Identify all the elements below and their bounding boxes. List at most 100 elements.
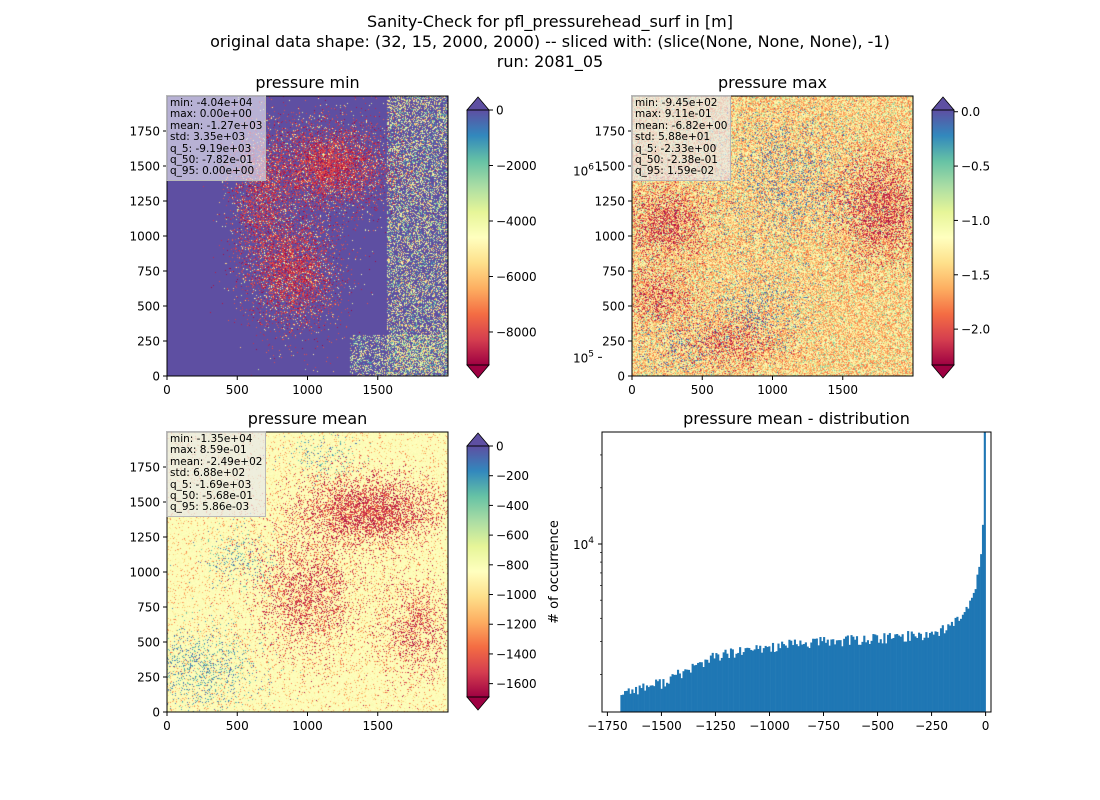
histogram-bar <box>644 690 647 712</box>
colorbar-tick-label: −1.5 <box>961 268 990 282</box>
histogram-bar <box>826 639 829 712</box>
stats-line: min: -4.04e+04 <box>170 97 253 109</box>
histogram-bar <box>660 688 663 712</box>
histogram-bar <box>925 632 928 712</box>
y-tick-label: 750 <box>137 601 160 615</box>
histogram-bar <box>980 554 983 712</box>
histogram-bar <box>961 614 964 712</box>
stats-line: q_50: -7.82e-01 <box>170 154 253 167</box>
colorbar-tick-label: −800 <box>496 558 529 572</box>
colorbar-tick-label: −600 <box>496 529 529 543</box>
histogram-bar <box>781 641 784 712</box>
stats-line: mean: -1.27e+03 <box>170 119 263 132</box>
histogram-bar <box>885 643 888 712</box>
y-tick-label: 1500 <box>129 160 160 174</box>
stats-line: min: -1.35e+04 <box>170 433 253 445</box>
histogram-bar <box>695 664 698 712</box>
x-tick-label: −1500 <box>641 719 682 733</box>
y-tick-label: 250 <box>137 335 160 349</box>
histogram-bar <box>700 662 703 712</box>
colorbar-tick-label: −2.0 <box>961 323 990 337</box>
histogram-bar <box>823 637 826 712</box>
histogram-bar <box>697 662 700 712</box>
colorbar-tick-label: 0 <box>496 440 504 454</box>
histogram-bar <box>861 641 864 712</box>
colorbar-extend-min <box>466 696 490 711</box>
stats-line: std: 5.88e+01 <box>635 131 711 144</box>
histogram-bar <box>620 695 623 712</box>
histogram-bar <box>938 635 941 712</box>
histogram-bar <box>970 597 974 712</box>
suptitle-line-2: original data shape: (32, 15, 2000, 2000… <box>210 32 890 51</box>
histogram-bar <box>793 639 796 712</box>
y-tick-label: 105 <box>573 349 594 365</box>
histogram-bar <box>912 633 915 712</box>
histogram-bar <box>888 633 891 712</box>
stats-box-pressure-mean: min: -1.35e+04 max: 8.59e-01 mean: -2.49e+… <box>166 431 267 517</box>
histogram-bar <box>908 640 912 712</box>
histogram-bar <box>945 630 948 712</box>
histogram-bar <box>905 641 908 712</box>
histogram-bar <box>724 649 727 712</box>
colorbar-extend-min <box>466 364 490 379</box>
histogram-bar <box>947 624 950 712</box>
colorbar-tick-label: −1.0 <box>961 214 990 228</box>
histogram-bar <box>638 685 641 712</box>
histogram-bar <box>832 639 835 712</box>
histogram-bar <box>812 638 815 712</box>
histogram-bar <box>718 660 722 712</box>
histogram-bar <box>788 639 791 712</box>
colorbar-frame <box>466 445 490 698</box>
histogram-bar <box>795 644 798 712</box>
histogram-bar <box>876 635 879 712</box>
suptitle-line-3: run: 2081_05 <box>496 52 604 71</box>
histogram-bar <box>972 592 975 712</box>
panel-title: pressure min <box>255 73 359 92</box>
colorbar-extend-max <box>466 432 490 447</box>
histogram-bar <box>976 574 979 712</box>
x-tick-label: −750 <box>807 719 840 733</box>
histogram-bar <box>960 618 963 712</box>
y-tick-label: 1500 <box>594 160 625 174</box>
histogram-bar <box>881 643 884 712</box>
x-tick-label: −1000 <box>749 719 790 733</box>
y-tick-label: 1750 <box>129 125 160 139</box>
y-tick-label: 500 <box>602 300 625 314</box>
y-tick-label: 1750 <box>594 125 625 139</box>
histogram-bar <box>834 644 837 712</box>
histogram-bar <box>686 669 689 712</box>
histogram-bar <box>857 644 860 712</box>
suptitle-line-1: Sanity-Check for pfl_pressurehead_surf i… <box>367 12 733 31</box>
stats-line: q_5: -2.33e+00 <box>635 142 717 155</box>
histogram-bar <box>824 642 828 712</box>
x-tick-label: 500 <box>226 383 249 397</box>
figure-suptitle: Sanity-Check for pfl_pressurehead_surf i… <box>0 12 1100 72</box>
stats-line: q_95: 0.00e+00 <box>170 165 255 178</box>
histogram-bar <box>850 635 853 712</box>
histogram-bar <box>874 634 877 712</box>
histogram-bar <box>751 650 754 712</box>
histogram-bar <box>673 674 676 712</box>
histogram-bar <box>870 640 873 712</box>
histogram-bar <box>645 685 649 712</box>
colorbar-tick-label: −1000 <box>496 588 537 602</box>
histogram-bar <box>810 642 813 712</box>
histogram-bar <box>883 633 886 712</box>
histogram-bar <box>777 643 780 712</box>
histogram-bar <box>631 689 634 712</box>
histogram-bar <box>950 621 954 712</box>
colorbar-tick-label: −1200 <box>496 618 537 632</box>
histogram-bar <box>841 646 844 712</box>
histogram-bar <box>664 686 667 712</box>
histogram-bar <box>949 625 952 712</box>
y-tick-label: 250 <box>137 671 160 685</box>
histogram-bar <box>817 645 820 712</box>
histogram-bar <box>671 674 674 712</box>
histogram-bar <box>682 671 685 712</box>
histogram-bar <box>779 648 782 712</box>
histogram-bar <box>892 638 895 712</box>
histogram-bar <box>792 645 795 712</box>
histogram-bar <box>693 665 696 712</box>
y-tick-label: 1250 <box>129 195 160 209</box>
